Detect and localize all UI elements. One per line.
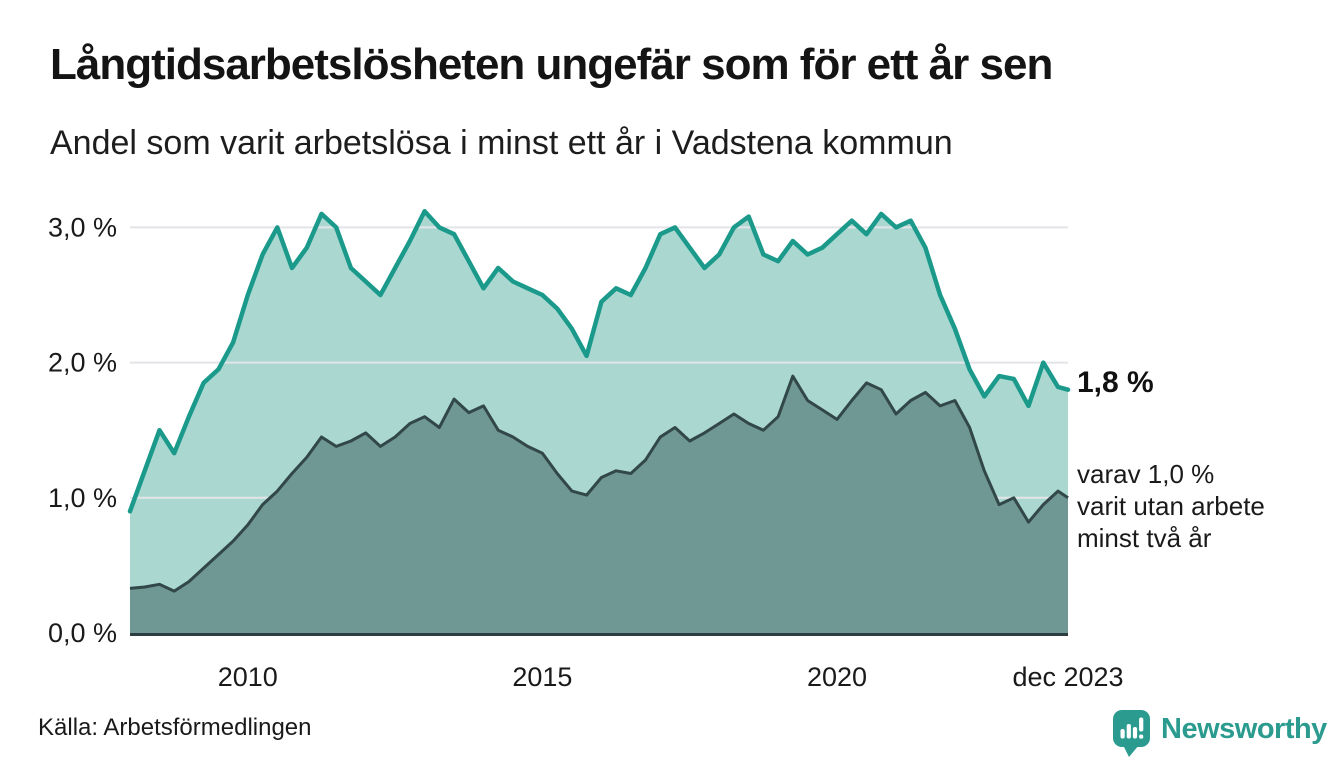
newsworthy-wordmark: Newsworthy — [1161, 713, 1327, 745]
x-tick-label: 2020 — [807, 662, 867, 692]
latest-value-label: 1,8 % — [1077, 366, 1154, 399]
area-unemployed-two-years — [130, 376, 1068, 633]
two-year-annotation: varav 1,0 % varit utan arbete minst två … — [1077, 459, 1265, 553]
y-tick-label: 0,0 % — [48, 618, 117, 648]
newsworthy-logo-icon — [1113, 710, 1150, 757]
page-title: Långtidsarbetslösheten ungefär som för e… — [50, 40, 1053, 89]
newsworthy-logo[interactable]: Newsworthy — [1112, 709, 1327, 759]
y-tick-label: 1,0 % — [48, 483, 117, 513]
x-tick-label: dec 2023 — [1012, 662, 1123, 692]
y-tick-label: 2,0 % — [48, 348, 117, 378]
page-subtitle: Andel som varit arbetslösa i minst ett å… — [50, 124, 953, 162]
line-unemployed-two-years — [129, 374, 1069, 593]
source-label: Källa: Arbetsförmedlingen — [38, 714, 312, 741]
x-tick-label: 2015 — [512, 662, 572, 692]
line-unemployed-one-year — [127, 208, 1071, 514]
x-tick-label: 2010 — [218, 662, 278, 692]
y-tick-label: 3,0 % — [48, 212, 117, 242]
